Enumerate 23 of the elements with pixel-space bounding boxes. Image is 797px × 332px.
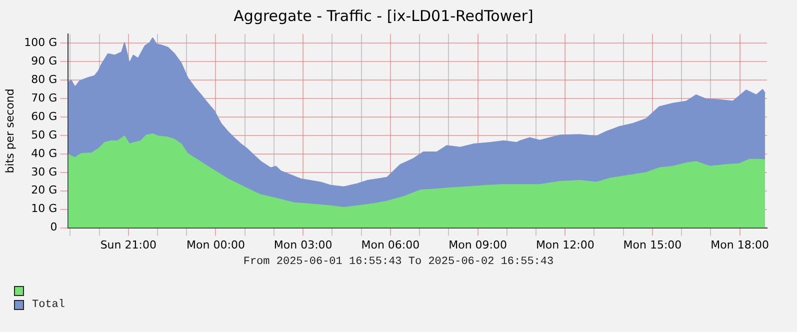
y-tick-label: 100 G (24, 36, 58, 50)
x-tick-label: Mon 12:00 (536, 238, 594, 252)
y-tick-label: 70 G (31, 91, 58, 104)
x-tick-label: Mon 06:00 (361, 238, 420, 252)
y-tick-label: 30 G (31, 165, 58, 178)
y-tick-label: 40 G (31, 146, 58, 160)
x-tick-label: Mon 09:00 (448, 238, 507, 252)
y-axis-title: bits per second (3, 88, 16, 174)
x-tick-label: Sun 21:00 (100, 238, 156, 252)
legend-label: Total (32, 299, 66, 311)
text: From 2025-06-01 16:55:43 To 2025-06-02 16:55:43 (242, 256, 555, 268)
y-tick-label: 10 G (31, 202, 58, 216)
y-tick-label: 20 G (31, 184, 58, 197)
chart-title: Aggregate - Traffic - [ix-LD01-RedTower] (234, 6, 534, 25)
y-tick-label: 0 (50, 220, 58, 234)
y-tick-label: 60 G (31, 110, 58, 123)
y-tick-label: 80 G (31, 73, 58, 86)
x-tick-label: Mon 00:00 (186, 238, 245, 252)
x-tick-label: Mon 18:00 (710, 238, 770, 252)
y-tick-label: 50 G (31, 128, 58, 142)
x-tick-label: Mon 15:00 (623, 238, 682, 252)
x-tick-label: Mon 03:00 (274, 238, 332, 252)
y-tick-label: 90 G (31, 54, 58, 68)
